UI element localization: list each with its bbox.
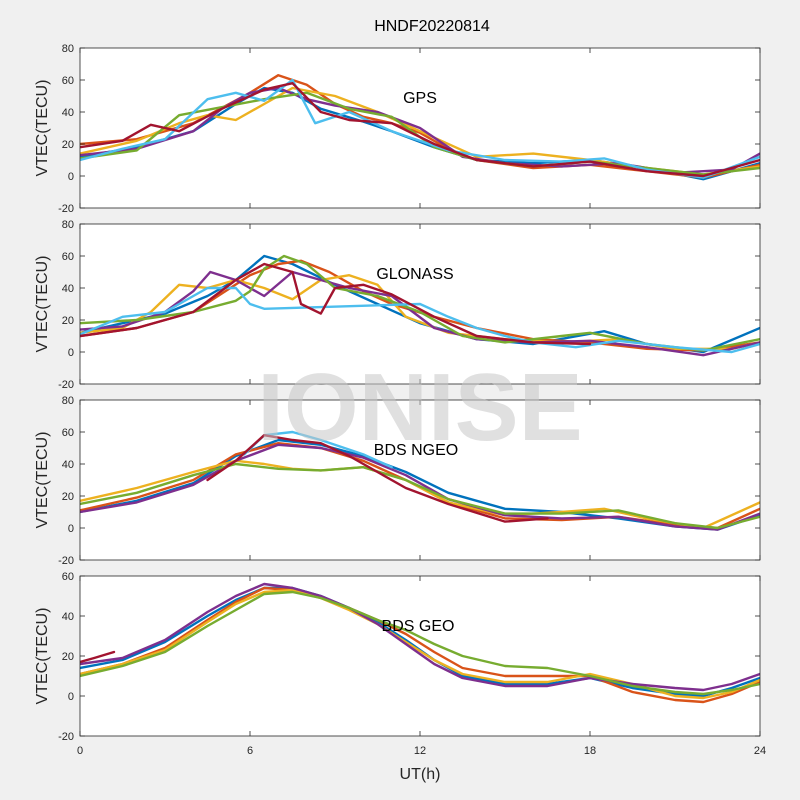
series-line-2 xyxy=(80,259,760,352)
y-tick-label: 40 xyxy=(62,107,74,119)
series-group xyxy=(80,74,760,181)
series-line-7 xyxy=(80,262,592,346)
series-line-5 xyxy=(80,254,760,352)
panel-annotation: GLONASS xyxy=(376,266,453,283)
y-tick-label: 40 xyxy=(62,459,74,471)
x-tick-label: 6 xyxy=(247,745,253,757)
y-tick-label: 20 xyxy=(62,139,74,151)
series-line-3 xyxy=(80,588,760,700)
y-tick-label: 20 xyxy=(62,315,74,327)
x-tick-label: 12 xyxy=(414,745,426,757)
panel-annotation: BDS NGEO xyxy=(374,442,458,459)
series-line-4 xyxy=(80,270,760,357)
y-axis-label: VTEC(TECU) xyxy=(34,256,51,353)
y-tick-label: -20 xyxy=(58,731,74,743)
panel-2: -20 0 20 40 60 80 VTEC(TECU) GLONASS xyxy=(34,219,761,391)
x-tick-label: 18 xyxy=(584,745,596,757)
y-tick-label: 60 xyxy=(62,427,74,439)
y-axis-label: VTEC(TECU) xyxy=(34,608,51,705)
series-line-7 xyxy=(80,82,760,178)
series-line-6 xyxy=(80,78,760,179)
plot-area xyxy=(80,576,760,736)
series-line-7 xyxy=(206,434,549,523)
y-tick-label: -20 xyxy=(58,379,74,391)
panel-annotation: BDS GEO xyxy=(382,618,455,635)
y-tick-label: 40 xyxy=(62,283,74,295)
series-line-4 xyxy=(80,443,760,531)
y-tick-label: 0 xyxy=(68,691,74,703)
series-group xyxy=(80,254,760,357)
series-line-2 xyxy=(80,586,760,704)
y-tick-label: 80 xyxy=(62,43,74,55)
series-line-5 xyxy=(80,462,760,530)
y-tick-label: 0 xyxy=(68,523,74,535)
x-axis-label: UT(h) xyxy=(400,766,441,783)
figure-title: HNDF20220814 xyxy=(374,18,490,35)
y-tick-label: -20 xyxy=(58,555,74,567)
x-tick-label: 24 xyxy=(754,745,766,757)
y-tick-label: 60 xyxy=(62,75,74,87)
series-group xyxy=(80,430,760,531)
series-line-5 xyxy=(80,590,760,696)
panel-3: -20 0 20 40 60 80 VTEC(TECU) BDS NGEO xyxy=(34,395,761,567)
series-line-4 xyxy=(80,582,760,692)
watermark: IONISE xyxy=(257,354,582,461)
y-tick-label: 40 xyxy=(62,611,74,623)
series-line-1 xyxy=(80,254,760,354)
y-axis-label: VTEC(TECU) xyxy=(34,80,51,177)
panel-1: -20 0 20 40 60 80 VTEC(TECU) GPS xyxy=(34,43,761,215)
y-tick-label: -20 xyxy=(58,203,74,215)
y-axis-label: VTEC(TECU) xyxy=(34,432,51,529)
y-tick-label: 80 xyxy=(62,395,74,407)
series-line-6 xyxy=(80,286,760,354)
y-tick-label: 0 xyxy=(68,347,74,359)
y-tick-label: 60 xyxy=(62,571,74,583)
y-tick-label: 20 xyxy=(62,651,74,663)
y-tick-label: 20 xyxy=(62,491,74,503)
series-line-6 xyxy=(80,650,116,664)
y-tick-label: 60 xyxy=(62,251,74,263)
panel-annotation: GPS xyxy=(403,90,437,107)
series-group xyxy=(80,582,760,704)
x-tick-label: 0 xyxy=(77,745,83,757)
y-tick-label: 80 xyxy=(62,219,74,231)
y-tick-label: 0 xyxy=(68,171,74,183)
